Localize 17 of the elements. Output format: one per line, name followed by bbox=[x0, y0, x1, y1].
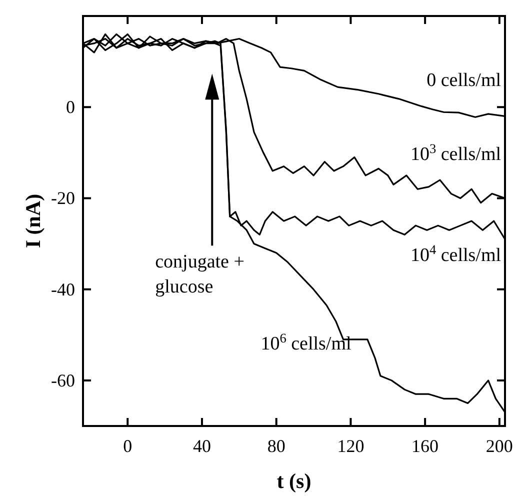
x-tick-label: 200 bbox=[486, 436, 513, 456]
y-axis-title: I (nA) bbox=[21, 194, 45, 248]
series-label: 0 cells/ml bbox=[426, 70, 501, 92]
y-tick-label: -60 bbox=[51, 370, 75, 390]
x-tick-label: 0 bbox=[123, 436, 132, 456]
x-tick-label: 40 bbox=[192, 436, 211, 456]
series-label: 10$^{4}$ cells/ml bbox=[410, 242, 501, 266]
y-tick-label: -40 bbox=[51, 279, 75, 300]
x-tick-label: 120 bbox=[337, 436, 364, 456]
x-tick-label: 160 bbox=[412, 436, 439, 456]
x-tick-label: 80 bbox=[267, 436, 286, 456]
annotation: conjugate + glucose bbox=[155, 252, 244, 298]
series-label: 10$^{3}$ cells/ml bbox=[410, 140, 501, 166]
y-tick-label: -20 bbox=[51, 188, 75, 208]
x-axis-title: t (s) bbox=[276, 469, 312, 493]
y-tick-label: 0 bbox=[66, 97, 75, 118]
series-label: 10$^{6}$ cells/ml bbox=[260, 330, 352, 354]
